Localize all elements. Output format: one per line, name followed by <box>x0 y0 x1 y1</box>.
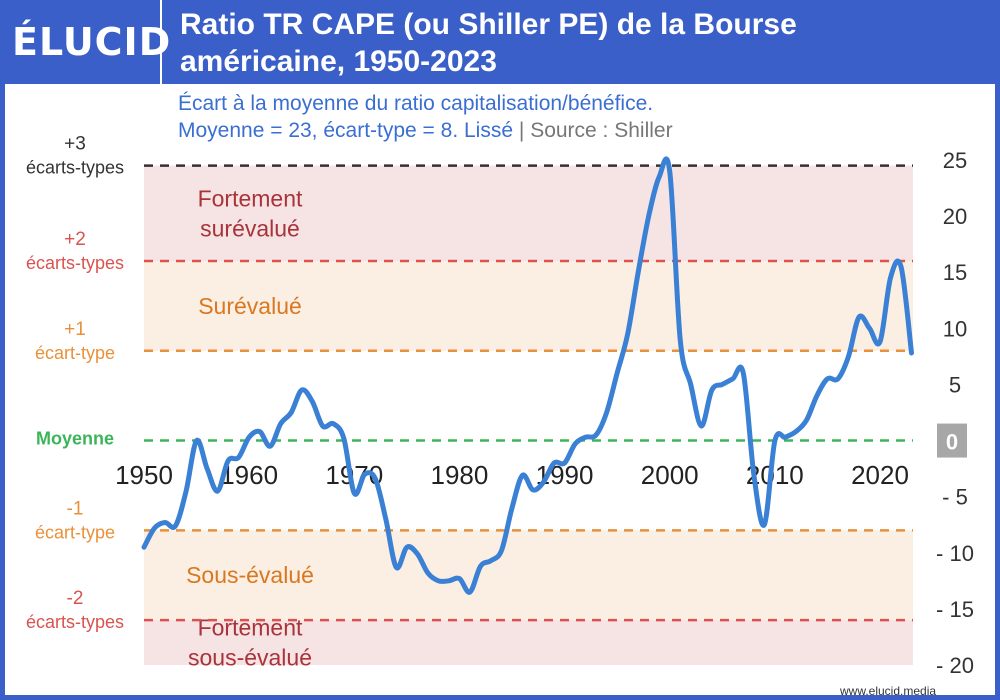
subtitle-separator: | <box>518 119 525 142</box>
reference-label: +2 <box>64 229 86 250</box>
source-label: Source : Shiller <box>530 119 673 142</box>
reference-label: Moyenne <box>36 429 114 449</box>
subtitle-stats: Moyenne = 23, écart-type = 8. Lissé <box>178 119 514 142</box>
title-line-2: américaine, 1950-2023 <box>180 45 497 78</box>
brand-logo: ÉLUCID <box>12 20 172 64</box>
reference-label: écart-type <box>35 343 115 363</box>
y-tick-label: 5 <box>949 372 961 397</box>
x-tick-label: 1980 <box>431 460 489 490</box>
logo-separator <box>160 0 162 84</box>
subtitle-line-1: Écart à la moyenne du ratio capitalisati… <box>178 92 654 115</box>
zone-label: Fortement <box>198 185 303 211</box>
x-tick-label: 1950 <box>115 460 173 490</box>
y-tick-zero-badge <box>937 423 967 458</box>
header-bar: ÉLUCID Ratio TR CAPE (ou Shiller PE) de … <box>0 0 1000 84</box>
y-tick-label: 25 <box>943 148 967 173</box>
y-tick-label: - 15 <box>936 597 974 622</box>
zone-band-2 <box>144 530 913 621</box>
zone-band-3 <box>144 620 913 665</box>
zone-label: Surévalué <box>198 293 302 319</box>
subtitle-line-2: Moyenne = 23, écart-type = 8. Lissé | So… <box>178 117 673 144</box>
reference-label: +1 <box>64 319 86 340</box>
y-tick-label: - 20 <box>936 653 974 678</box>
reference-label: écart-type <box>35 522 115 542</box>
x-tick-label: 1960 <box>220 460 278 490</box>
zone-band-1 <box>144 261 913 351</box>
y-tick-label: 20 <box>943 204 967 229</box>
y-tick-label: 10 <box>943 316 967 341</box>
chart-title: Ratio TR CAPE (ou Shiller PE) de la Bour… <box>180 6 980 80</box>
chart-subtitle: Écart à la moyenne du ratio capitalisati… <box>178 90 673 144</box>
reference-label: écarts-types <box>26 612 124 632</box>
footer-url[interactable]: www.elucid.media <box>840 684 937 698</box>
title-line-1: Ratio TR CAPE (ou Shiller PE) de la Bour… <box>180 8 797 41</box>
zone-label: surévalué <box>200 215 300 241</box>
y-tick-label: 15 <box>943 260 967 285</box>
zone-band-0 <box>144 165 913 261</box>
x-tick-label: 2020 <box>851 460 909 490</box>
reference-label: +3 <box>64 134 86 155</box>
y-tick-label: - 10 <box>936 541 974 566</box>
zone-label: Sous-évalué <box>186 562 314 588</box>
zone-label: Fortement <box>198 615 303 641</box>
y-tick-label: 0 <box>946 430 958 455</box>
reference-label: -2 <box>67 588 84 609</box>
reference-label: écarts-types <box>26 158 124 178</box>
reference-label: -1 <box>67 498 84 519</box>
zone-label: sous-évalué <box>188 645 312 671</box>
y-tick-label: - 5 <box>942 485 968 510</box>
series-line <box>141 156 914 595</box>
reference-label: écarts-types <box>26 253 124 273</box>
x-tick-label: 2000 <box>641 460 699 490</box>
